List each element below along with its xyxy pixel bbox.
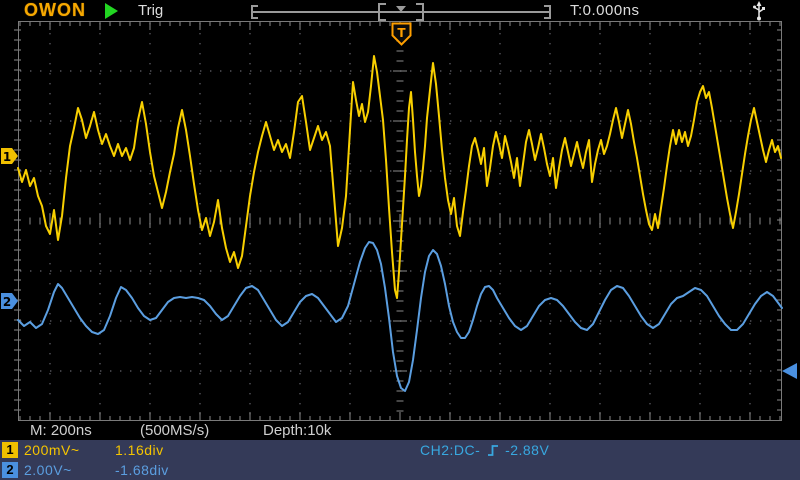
brand-logo: OWON (24, 0, 86, 20)
trigger-window-arrow-icon (396, 6, 406, 12)
top-bar: OWON Trig T:0.000ns (0, 0, 800, 21)
trigger-position-marker-label: T (397, 26, 406, 40)
ch1-info-row: 1 200mV~ 1.16div CH2:DC- -2.88V (0, 440, 800, 460)
trigger-level-marker[interactable] (782, 363, 797, 379)
rising-edge-icon (487, 445, 498, 456)
ch1-zero-marker-label: 1 (3, 150, 11, 164)
sample-rate-readout: (500MS/s) (140, 422, 210, 439)
usb-icon (753, 1, 765, 21)
timebase-readout: M: 200ns (30, 422, 92, 439)
trigger-info-readout: CH2:DC- -2.88V (420, 442, 549, 460)
ch2-info-row: 2 2.00V~ -1.68div (0, 460, 800, 480)
record-depth-readout: Depth:10k (263, 422, 332, 439)
trigger-source-coupling: CH2:DC- (420, 442, 481, 458)
trigger-time-offset: T:0.000ns (570, 2, 640, 19)
trigger-status-label: Trig (138, 2, 164, 19)
trigger-position-indicator[interactable] (248, 0, 554, 22)
trigger-position-marker[interactable]: T (391, 22, 412, 46)
ch1-zero-marker[interactable]: 1 (1, 148, 18, 164)
ch1-scale-readout: 200mV~ (24, 442, 80, 458)
ch2-zero-marker[interactable]: 2 (1, 293, 18, 309)
ch1-badge[interactable]: 1 (2, 442, 18, 458)
ch2-zero-marker-label: 2 (3, 295, 11, 309)
ch2-waveform-trace (17, 241, 783, 392)
ch2-badge[interactable]: 2 (2, 462, 18, 478)
grid-ruler-ticks (14, 22, 781, 420)
ch2-scale-readout: 2.00V~ (24, 462, 72, 478)
trigger-level-readout: -2.88V (505, 442, 550, 458)
ch1-position-readout: 1.16div (115, 442, 164, 458)
ch1-waveform-trace (17, 55, 782, 299)
ch2-position-readout: -1.68div (115, 462, 169, 478)
run-status-icon (105, 3, 118, 19)
channel-info-panel: 1 200mV~ 1.16div CH2:DC- -2.88V 2 2.00V~… (0, 440, 800, 480)
grid-border (18, 21, 782, 421)
status-bar: M: 200ns (500MS/s) Depth:10k (0, 422, 800, 440)
